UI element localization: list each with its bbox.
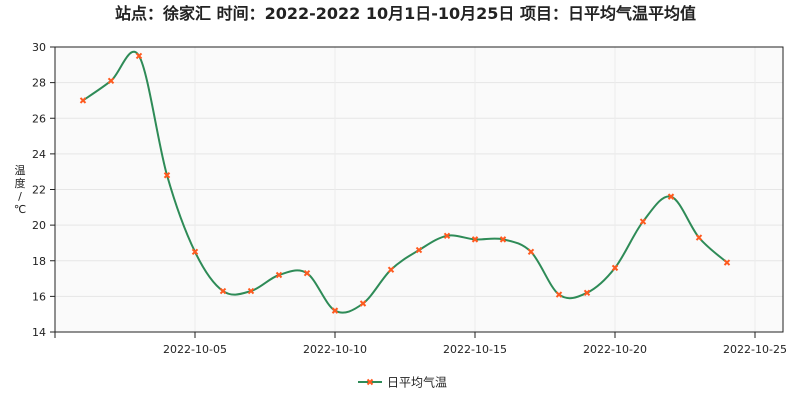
legend[interactable]: 日平均气温: [358, 375, 447, 390]
y-axis-label-char: ℃: [14, 203, 26, 216]
chart-title: 站点：徐家汇 时间：2022-2022 10月1日-10月25日 项目：日平均气…: [115, 4, 696, 23]
marker-stroke: [275, 271, 283, 279]
y-tick-label: 20: [32, 219, 46, 232]
marker-stroke: [219, 287, 227, 295]
marker-stroke: [163, 172, 171, 179]
y-tick-label: 28: [32, 77, 46, 90]
data-point-marker: [639, 218, 647, 225]
marker-stroke: [499, 236, 507, 243]
legend-item[interactable]: 日平均气温: [358, 375, 447, 390]
marker-stroke: [639, 218, 647, 225]
marker-stroke: [387, 266, 395, 273]
y-tick-label: 26: [32, 112, 46, 125]
marker-stroke: [667, 193, 675, 200]
data-point-marker: [415, 246, 423, 254]
data-point-marker: [443, 232, 451, 240]
data-point-marker: [499, 236, 507, 243]
y-axis-label-char: /: [18, 190, 22, 203]
marker-stroke: [555, 291, 563, 298]
data-point-marker: [667, 193, 675, 200]
legend-label: 日平均气温: [387, 375, 447, 390]
series-group: [79, 50, 731, 314]
x-axis: 2022-10-05 2022-10-10 2022-10-15 2022-10-20…: [54, 332, 787, 356]
marker-stroke: [247, 287, 255, 295]
plot-area: [54, 46, 784, 333]
data-point-marker: [163, 172, 171, 179]
marker-stroke: [443, 232, 451, 240]
marker-stroke: [331, 307, 339, 314]
marker-stroke: [107, 77, 115, 85]
marker-stroke: [359, 300, 367, 307]
data-point-marker: [723, 259, 731, 266]
data-point-marker: [583, 289, 591, 297]
data-point-marker: [471, 236, 479, 243]
data-point-marker: [79, 97, 87, 104]
data-point-marker: [611, 264, 619, 272]
y-axis-label-char: 温: [15, 164, 26, 177]
data-point-marker: [275, 271, 283, 279]
marker-stroke: [191, 248, 199, 256]
marker-stroke: [611, 264, 619, 272]
marker-stroke: [303, 270, 311, 277]
marker-stroke: [471, 236, 479, 243]
x-tick-label: 2022-10-25: [723, 343, 787, 356]
marker-stroke: [583, 289, 591, 297]
y-tick-label: 18: [32, 255, 46, 268]
y-tick-label: 14: [32, 326, 46, 339]
data-point-marker: [247, 287, 255, 295]
x-tick-label: 2022-10-15: [443, 343, 507, 356]
marker-stroke: [695, 234, 703, 241]
data-point-marker: [331, 307, 339, 314]
marker-stroke: [723, 259, 731, 266]
marker-stroke: [415, 246, 423, 254]
data-point-marker: [359, 300, 367, 307]
data-point-marker: [135, 52, 143, 60]
data-point-marker: [107, 77, 115, 85]
y-axis: 14 16 18 20 22 24 26 28 30: [32, 41, 55, 339]
data-point-marker: [387, 266, 395, 273]
marker-stroke: [527, 248, 535, 256]
y-tick-label: 16: [32, 290, 46, 303]
data-point-marker: [695, 234, 703, 241]
y-axis-label-text: 温度/℃: [14, 164, 26, 216]
marker-stroke: [79, 97, 87, 104]
y-axis-label-char: 度: [15, 176, 26, 190]
y-axis-label: 温度/℃: [14, 164, 26, 216]
data-point-marker: [303, 270, 311, 277]
x-tick-label: 2022-10-20: [583, 343, 647, 356]
x-tick-label: 2022-10-10: [303, 343, 367, 356]
marker-stroke: [366, 378, 374, 386]
legend-marker-swatch: [366, 378, 374, 386]
y-tick-label: 24: [32, 148, 46, 161]
marker-stroke: [135, 52, 143, 60]
y-tick-label: 22: [32, 184, 46, 197]
data-point-marker: [527, 248, 535, 256]
y-tick-label: 30: [32, 41, 46, 54]
data-point-marker: [555, 291, 563, 298]
data-point-marker: [219, 287, 227, 295]
data-point-marker: [191, 248, 199, 256]
x-tick-label: 2022-10-05: [163, 343, 227, 356]
